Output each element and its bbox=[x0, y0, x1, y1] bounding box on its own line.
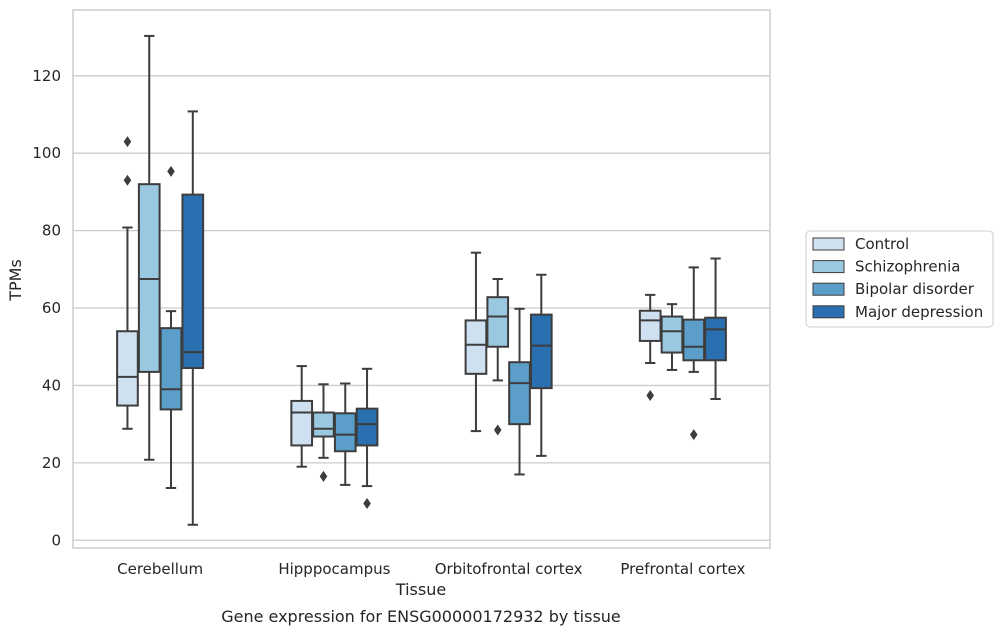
x-tick-label-1: Hipppocampus bbox=[278, 560, 390, 578]
box-2-2 bbox=[508, 307, 531, 476]
box-2-0 bbox=[159, 165, 183, 490]
outlier-point bbox=[319, 470, 328, 482]
box-3-3 bbox=[704, 257, 727, 400]
y-tick-label-0: 0 bbox=[51, 531, 61, 549]
box-body bbox=[333, 412, 357, 453]
box-1-1 bbox=[312, 383, 335, 482]
box-2-1 bbox=[333, 382, 357, 486]
chart-caption: Gene expression for ENSG00000172932 by t… bbox=[221, 607, 621, 626]
box-1-0 bbox=[137, 34, 161, 461]
legend-frame bbox=[805, 230, 994, 328]
legend-swatch-1 bbox=[812, 260, 845, 274]
legend-swatch-0 bbox=[812, 237, 845, 251]
x-axis-label: Tissue bbox=[395, 580, 446, 599]
box-2-3 bbox=[682, 266, 706, 441]
legend-swatch-2 bbox=[812, 282, 845, 296]
box-body bbox=[529, 313, 553, 390]
outlier-point bbox=[123, 174, 132, 186]
box-body bbox=[355, 407, 379, 447]
box-body bbox=[116, 330, 139, 407]
box-3-0 bbox=[181, 110, 205, 526]
box-body bbox=[159, 327, 183, 411]
box-body bbox=[682, 318, 706, 362]
legend-swatch-3 bbox=[812, 305, 845, 319]
boxes bbox=[116, 34, 727, 526]
box-0-2 bbox=[464, 251, 488, 433]
box-0-1 bbox=[290, 365, 314, 468]
y-tick-label-80: 80 bbox=[42, 222, 61, 240]
x-tick-label-2: Orbitofrontal cortex bbox=[435, 560, 583, 578]
outlier-point bbox=[689, 429, 698, 441]
box-3-2 bbox=[529, 273, 553, 457]
grid-lines bbox=[73, 75, 770, 541]
box-3-1 bbox=[355, 367, 379, 509]
box-body bbox=[704, 316, 727, 362]
x-axis-ticks: Cerebellum Hipppocampus Orbitofrontal cort… bbox=[117, 560, 745, 578]
box-1-2 bbox=[486, 278, 510, 436]
y-tick-label-20: 20 bbox=[42, 454, 61, 472]
box-body bbox=[508, 361, 531, 426]
box-0-3 bbox=[638, 293, 662, 402]
box-1-3 bbox=[660, 303, 684, 371]
outlier-point bbox=[363, 497, 371, 509]
outlier-point bbox=[646, 390, 655, 402]
plot-frame bbox=[72, 9, 771, 549]
box-body bbox=[312, 411, 335, 438]
legend-label-1: Schizophrenia bbox=[855, 258, 960, 276]
legend-label-2: Bipolar disorder bbox=[855, 280, 975, 298]
box-body bbox=[638, 309, 662, 342]
outlier-point bbox=[493, 424, 502, 436]
box-body bbox=[290, 399, 314, 447]
y-tick-label-60: 60 bbox=[42, 299, 61, 317]
box-body bbox=[464, 319, 488, 375]
box-body bbox=[486, 296, 510, 348]
outlier-point bbox=[123, 136, 132, 148]
y-tick-label-100: 100 bbox=[32, 144, 61, 162]
legend-label-3: Major depression bbox=[855, 303, 983, 321]
y-tick-label-40: 40 bbox=[42, 376, 61, 394]
y-tick-label-120: 120 bbox=[32, 67, 61, 85]
legend-label-0: Control bbox=[855, 235, 909, 253]
box-body bbox=[660, 315, 684, 354]
box-body bbox=[181, 193, 205, 370]
box-0-0 bbox=[116, 136, 139, 430]
y-axis-label: TPMs bbox=[6, 259, 25, 302]
x-tick-label-3: Prefrontal cortex bbox=[620, 560, 745, 578]
legend: Control Schizophrenia Bipolar disorder Majo… bbox=[805, 230, 994, 328]
y-axis-ticks: 0 20 40 60 80 100 120 bbox=[32, 67, 61, 549]
outlier-point bbox=[167, 165, 175, 177]
x-tick-label-0: Cerebellum bbox=[117, 560, 203, 578]
